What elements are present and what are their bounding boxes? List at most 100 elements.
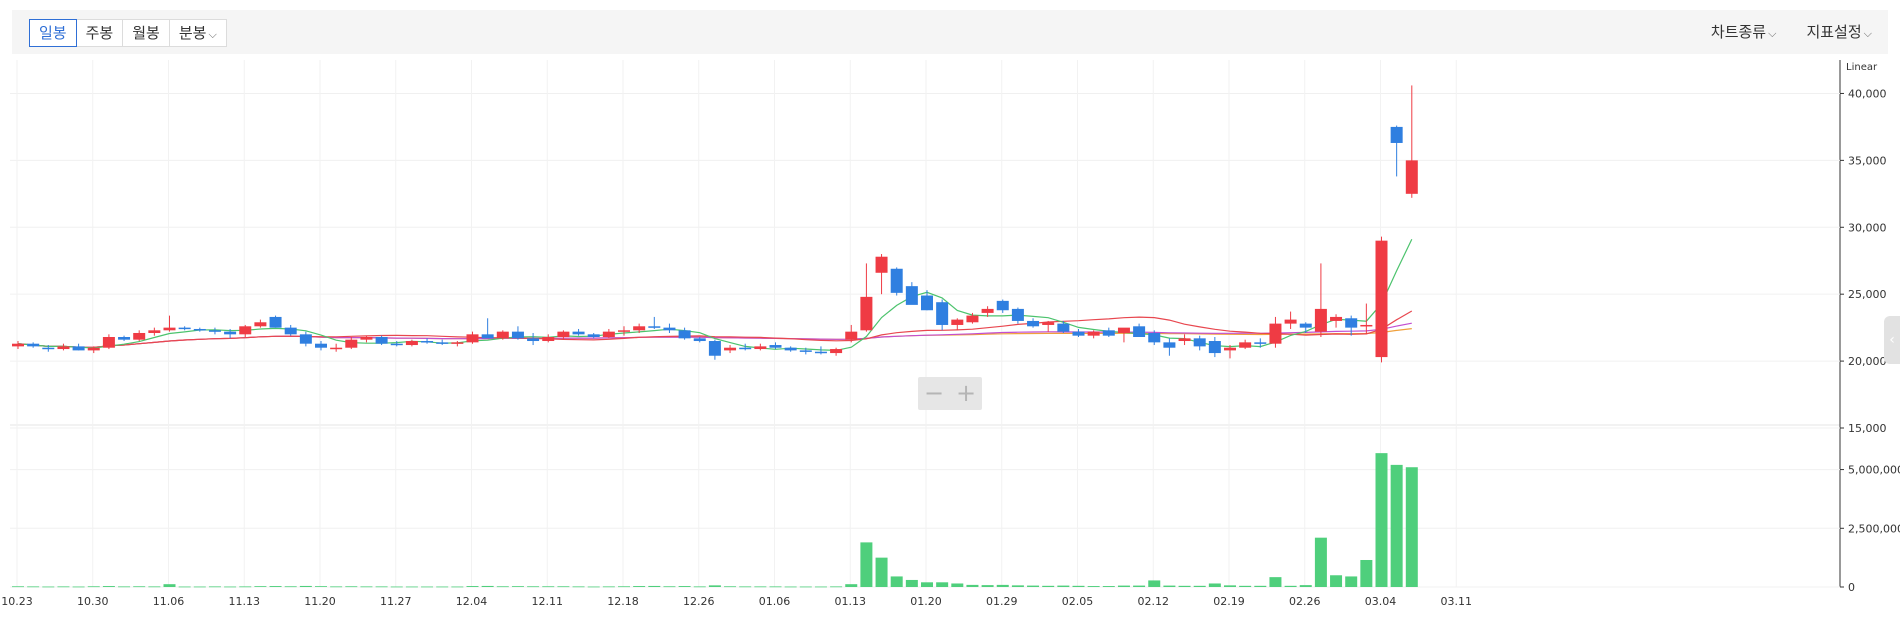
volume-bar <box>1057 585 1070 587</box>
volume-tick-label: 0 <box>1848 581 1855 594</box>
candle-body <box>905 286 918 305</box>
volume-bar <box>193 586 206 588</box>
candle-body <box>1117 327 1130 333</box>
candle-body <box>42 347 55 350</box>
candle-body <box>1087 331 1100 336</box>
chart-options: 차트종류 ⌵ 지표설정 ⌵ <box>1711 19 1872 47</box>
volume-bar <box>118 586 131 588</box>
x-tick-label: 10.30 <box>77 595 109 608</box>
candle-body <box>193 328 206 331</box>
zoom-in-button[interactable]: + <box>955 379 977 407</box>
volume-bar <box>330 586 343 588</box>
period-daily-button[interactable]: 일봉 <box>29 19 77 47</box>
volume-bar <box>133 586 146 588</box>
candle-body <box>981 308 994 313</box>
chevron-down-icon: ⌵ <box>1768 27 1777 40</box>
volume-bar <box>542 586 555 588</box>
volume-bar <box>224 586 237 588</box>
candle-body <box>421 341 434 343</box>
candle-body <box>739 347 752 350</box>
ma20-line <box>17 310 1413 348</box>
period-minute-label: 분봉 <box>178 24 207 42</box>
volume-bar <box>72 586 85 588</box>
period-selector: 일봉 주봉 월봉 분봉 ⌵ <box>29 19 227 47</box>
x-tick-label: 03.11 <box>1441 595 1473 608</box>
candle-body <box>511 331 524 339</box>
candle-body <box>769 345 782 348</box>
volume-bar <box>905 579 918 587</box>
candle-body <box>87 347 100 351</box>
candle-body <box>754 346 767 350</box>
candle-body <box>708 341 721 356</box>
volume-bar <box>754 586 767 588</box>
volume-bar <box>405 586 418 588</box>
indicator-settings-label: 지표설정 <box>1806 23 1862 41</box>
x-tick-label: 11.27 <box>380 595 412 608</box>
x-tick-label: 12.26 <box>683 595 715 608</box>
volume-bar <box>481 585 494 587</box>
candle-body <box>57 346 70 350</box>
candle-body <box>1027 320 1040 327</box>
candle-body <box>1072 331 1085 336</box>
x-tick-label: 12.04 <box>456 595 488 608</box>
candle-body <box>1284 319 1297 324</box>
candle-body <box>254 322 267 327</box>
candle-body <box>966 315 979 323</box>
candle-body <box>375 337 388 344</box>
x-tick-label: 12.11 <box>532 595 564 608</box>
candle-body <box>1330 316 1343 321</box>
volume-bar <box>1360 559 1373 587</box>
x-tick-label: 11.20 <box>304 595 336 608</box>
side-panel-toggle[interactable]: ‹ <box>1884 316 1900 364</box>
volume-bar <box>315 586 327 587</box>
candle-body <box>102 337 115 348</box>
candle-body <box>784 347 797 351</box>
volume-bar <box>1345 576 1358 587</box>
volume-bar <box>1314 537 1327 587</box>
volume-bar <box>1133 585 1146 587</box>
candle-body <box>12 343 24 347</box>
x-tick-label: 02.19 <box>1213 595 1245 608</box>
volume-bar <box>1254 585 1267 587</box>
period-minute-dropdown[interactable]: 분봉 ⌵ <box>168 19 227 47</box>
chart-type-label: 차트종류 <box>1710 23 1767 41</box>
volume-bar <box>1390 464 1403 587</box>
x-tick-label: 01.20 <box>910 595 942 608</box>
candle-body <box>1208 341 1221 354</box>
chevron-left-icon: ‹ <box>1889 332 1895 348</box>
candle-body <box>1299 323 1312 328</box>
candle-body <box>208 330 221 332</box>
volume-bar <box>981 585 994 587</box>
volume-bar <box>57 586 70 588</box>
candle-body <box>1269 323 1282 344</box>
candle-body <box>269 316 282 328</box>
volume-bar <box>1027 585 1040 587</box>
volume-bar <box>254 586 267 587</box>
volume-bar <box>693 586 706 588</box>
candle-body <box>496 331 509 339</box>
volume-bar <box>527 586 540 588</box>
candle-body <box>1224 347 1236 351</box>
candle-body <box>663 327 676 331</box>
volume-bar <box>1072 585 1085 587</box>
x-tick-label: 01.29 <box>986 595 1018 608</box>
candle-body <box>436 342 449 344</box>
volume-bar <box>769 586 782 588</box>
indicator-settings-dropdown[interactable]: 지표설정 ⌵ <box>1806 19 1872 47</box>
x-tick-label: 02.05 <box>1062 595 1094 608</box>
candle-body <box>936 302 949 325</box>
volume-bar <box>269 586 282 587</box>
volume-bar <box>12 586 24 588</box>
chart-type-dropdown[interactable]: 차트종류 ⌵ <box>1711 19 1777 47</box>
period-monthly-button[interactable]: 월봉 <box>122 19 170 47</box>
volume-bar <box>951 583 964 587</box>
candle-body <box>315 343 327 348</box>
volume-bar <box>936 582 949 587</box>
volume-bar <box>678 586 691 587</box>
zoom-out-button[interactable]: − <box>923 379 945 407</box>
volume-bar <box>572 586 585 588</box>
volume-bar <box>996 584 1009 587</box>
candle-body <box>360 337 373 340</box>
volume-bar <box>860 542 873 587</box>
